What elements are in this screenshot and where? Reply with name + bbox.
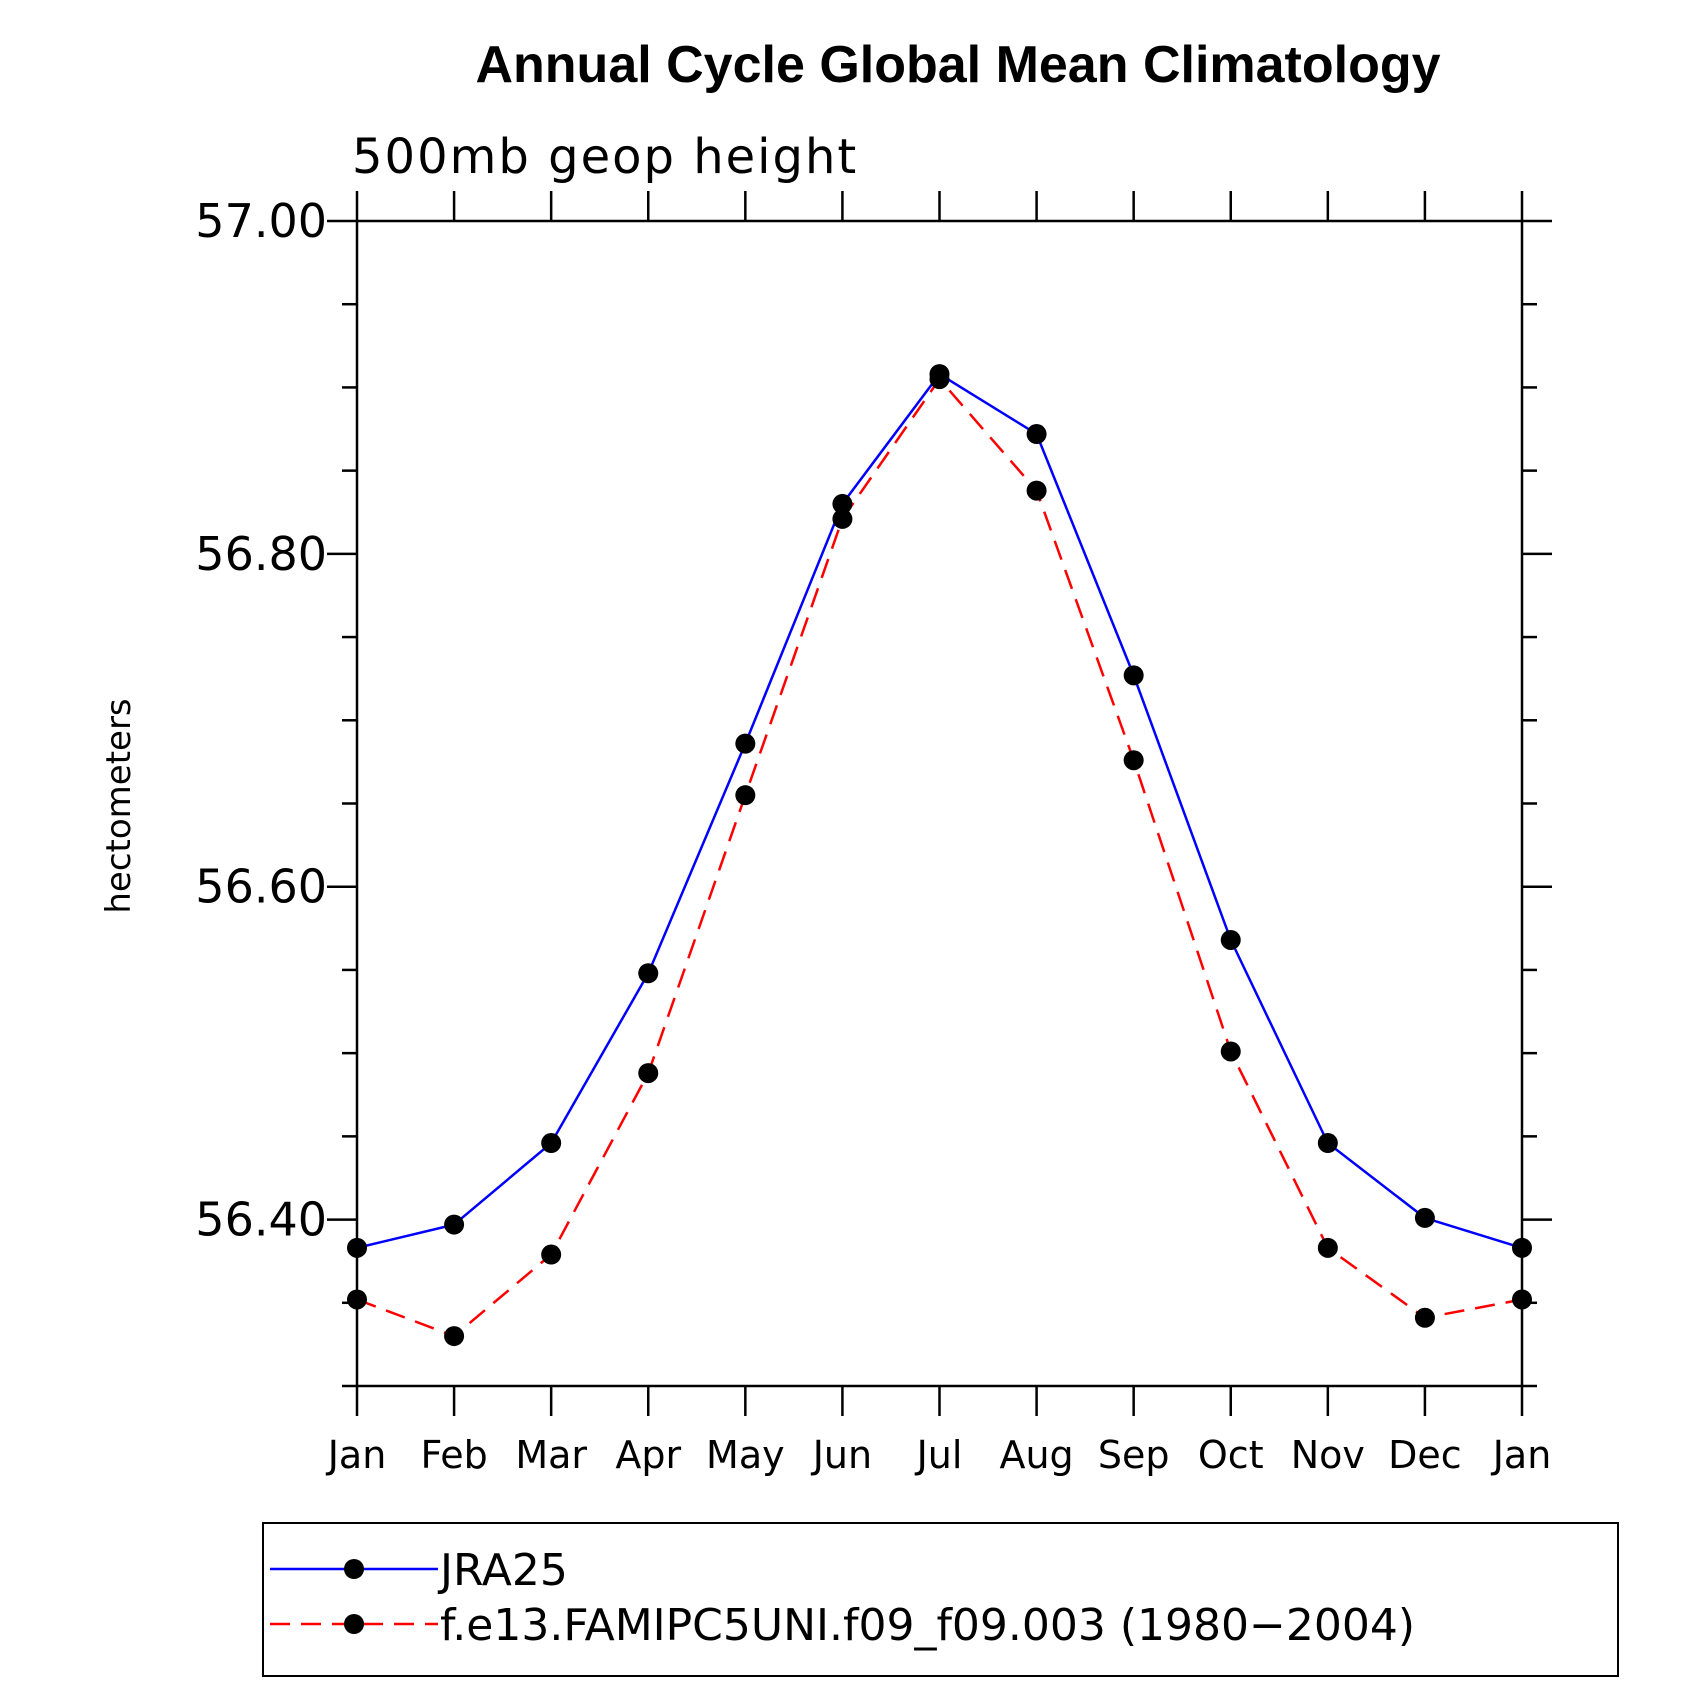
y-axis-label: hectometers (99, 698, 139, 913)
data-point-series-1 (1414, 1307, 1435, 1328)
legend-label-jra25: JRA25 (437, 1545, 568, 1596)
data-point-series-0 (832, 493, 853, 514)
data-point-series-1 (541, 1244, 562, 1265)
data-point-series-1 (1512, 1289, 1532, 1310)
y-axis: 56.40 56.60 56.80 57.00 (195, 194, 1552, 1388)
chart-subtitle: 500mb geop height (352, 129, 858, 185)
x-tick-label: Feb (420, 1433, 487, 1477)
legend-box (262, 1522, 1619, 1677)
y-tick-label: 56.80 (195, 527, 327, 581)
legend-marker-jra25 (344, 1559, 364, 1579)
data-point-series-0 (1220, 929, 1241, 950)
series-layer (347, 364, 1532, 1347)
x-tick-label: Sep (1098, 1433, 1170, 1477)
x-tick-label: Dec (1388, 1433, 1462, 1477)
x-tick-label: Nov (1291, 1433, 1365, 1477)
data-point-series-0 (347, 1237, 367, 1258)
data-point-series-0 (444, 1214, 465, 1235)
x-tick-label: Mar (515, 1433, 587, 1477)
x-tick-label: Jan (326, 1433, 387, 1477)
legend-label-model: f.e13.FAMIPC5UNI.f09_f09.003 (1980−2004) (440, 1600, 1415, 1651)
data-point-series-0 (1026, 424, 1047, 445)
data-point-series-1 (347, 1289, 367, 1310)
data-point-series-0 (1123, 665, 1144, 686)
data-point-series-1 (444, 1326, 465, 1347)
data-point-series-0 (1317, 1133, 1338, 1154)
chart-title: Annual Cycle Global Mean Climatology (475, 36, 1440, 94)
data-point-series-0 (541, 1133, 562, 1154)
data-point-series-1 (1123, 750, 1144, 771)
data-point-series-1 (929, 369, 950, 390)
y-tick-label: 56.60 (195, 860, 327, 914)
x-tick-label: Jun (811, 1433, 872, 1477)
data-point-series-1 (735, 785, 756, 806)
data-point-series-0 (1512, 1237, 1532, 1258)
data-point-series-1 (1026, 480, 1047, 501)
x-tick-label: May (706, 1433, 785, 1477)
data-point-series-1 (832, 508, 853, 529)
x-tick-label: Oct (1198, 1433, 1264, 1477)
data-point-series-1 (638, 1063, 659, 1084)
data-point-series-1 (1220, 1041, 1241, 1062)
y-tick-label: 57.00 (195, 194, 327, 248)
legend-marker-model (344, 1614, 364, 1634)
y-tick-label: 56.40 (195, 1193, 327, 1247)
x-tick-label: Jan (1491, 1433, 1552, 1477)
x-axis: Jan Feb Mar Apr May Jun Jul Aug Sep Oct Nov Dec Jan (326, 191, 1552, 1477)
x-tick-label: Jul (915, 1433, 963, 1477)
data-point-series-0 (1414, 1207, 1435, 1228)
data-point-series-0 (638, 963, 659, 984)
x-tick-label: Aug (999, 1433, 1073, 1477)
legend: JRA25 f.e13.FAMIPC5UNI.f09_f09.003 (1980… (262, 1522, 1619, 1677)
data-point-series-1 (1317, 1237, 1338, 1258)
x-tick-label: Apr (615, 1433, 681, 1477)
data-point-series-0 (735, 733, 756, 754)
